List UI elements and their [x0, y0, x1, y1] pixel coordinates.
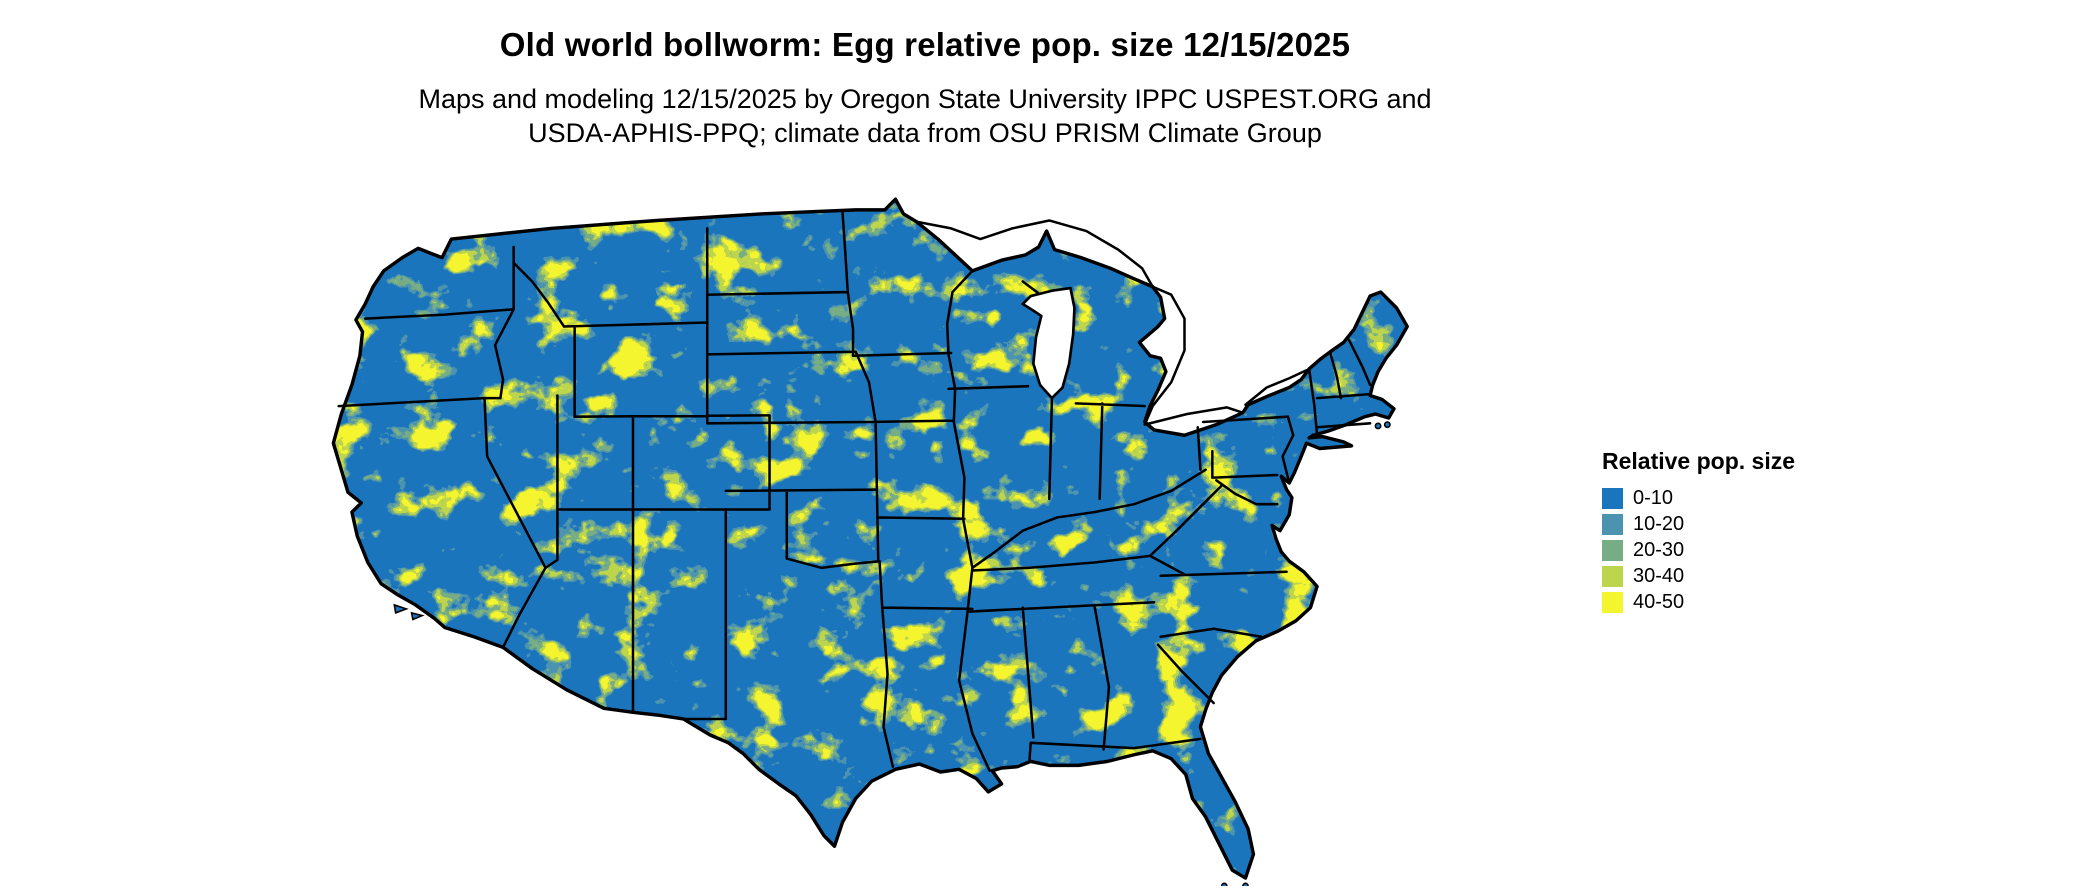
great-lakes: [1021, 286, 1076, 400]
lake-michigan: [1021, 286, 1076, 400]
map-legend: Relative pop. size 0-10 10-20 20-30 30-4…: [1602, 448, 1795, 615]
population-speckle-layer-4: [333, 199, 1408, 879]
legend-item: 0-10: [1602, 485, 1795, 511]
legend-item-label: 0-10: [1633, 486, 1674, 509]
coastal-islands: [393, 421, 1391, 886]
legend-item-label: 30-40: [1633, 564, 1685, 587]
legend-swatch-10-20: [1602, 513, 1623, 535]
marthas-vineyard-island: [1383, 421, 1391, 429]
us-map-svg: [331, 197, 1409, 886]
legend-item: 20-30: [1602, 537, 1795, 563]
population-raster: [333, 199, 1408, 879]
channel-island: [410, 611, 425, 621]
legend-item-label: 20-30: [1633, 538, 1685, 561]
us-border-outline: [331, 197, 1409, 880]
canada-border-through-lakes: [915, 219, 1308, 426]
map-header: Old world bollworm: Egg relative pop. si…: [0, 26, 1850, 150]
legend-title: Relative pop. size: [1602, 448, 1796, 474]
legend-swatch-20-30: [1602, 539, 1623, 561]
legend-swatch-40-50: [1602, 591, 1623, 613]
us-population-map: [274, 186, 1570, 886]
map-subtitle-line2: USDA-APHIS-PPQ; climate data from OSU PR…: [528, 118, 1322, 148]
map-title: Old world bollworm: Egg relative pop. si…: [499, 26, 1351, 63]
legend-swatch-0-10: [1602, 487, 1623, 509]
florida-key: [1242, 882, 1249, 886]
legend-item: 10-20: [1602, 511, 1795, 537]
florida-key: [1220, 882, 1228, 886]
nantucket-island: [1374, 422, 1382, 430]
legend-item: 30-40: [1602, 563, 1795, 589]
legend-item: 40-50: [1602, 589, 1795, 615]
legend-item-label: 10-20: [1633, 512, 1685, 535]
map-subtitle: Maps and modeling 12/15/2025 by Oregon S…: [0, 82, 1850, 150]
channel-island: [393, 603, 409, 614]
map-subtitle-line1: Maps and modeling 12/15/2025 by Oregon S…: [418, 84, 1432, 114]
legend-item-label: 40-50: [1633, 590, 1685, 613]
legend-swatch-30-40: [1602, 565, 1623, 587]
